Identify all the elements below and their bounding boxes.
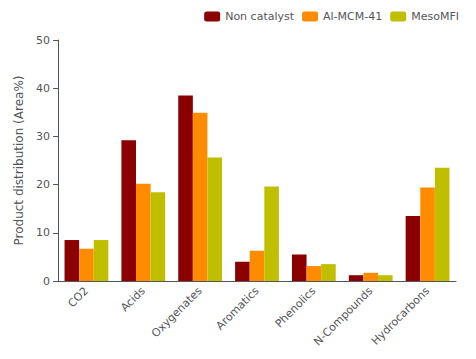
- svg-text:CO2: CO2: [65, 284, 91, 310]
- svg-text:Al-MCM-41: Al-MCM-41: [323, 10, 382, 23]
- svg-text:10: 10: [36, 226, 50, 239]
- svg-text:Acids: Acids: [118, 284, 148, 314]
- svg-text:Non catalyst: Non catalyst: [225, 10, 295, 23]
- svg-text:30: 30: [36, 130, 50, 143]
- svg-text:Oxygenates: Oxygenates: [149, 284, 205, 340]
- svg-text:40: 40: [36, 82, 50, 95]
- svg-text:Product distribution (Area%): Product distribution (Area%): [12, 76, 26, 246]
- svg-text:0: 0: [43, 275, 50, 288]
- svg-text:Aromatics: Aromatics: [213, 284, 261, 332]
- svg-text:20: 20: [36, 178, 50, 191]
- svg-text:Hydrocarbons: Hydrocarbons: [369, 284, 432, 347]
- svg-text:MesoMFI: MesoMFI: [411, 10, 459, 23]
- svg-text:50: 50: [36, 34, 50, 47]
- svg-text:Phenolics: Phenolics: [273, 284, 319, 330]
- svg-text:N-Compounds: N-Compounds: [311, 284, 375, 348]
